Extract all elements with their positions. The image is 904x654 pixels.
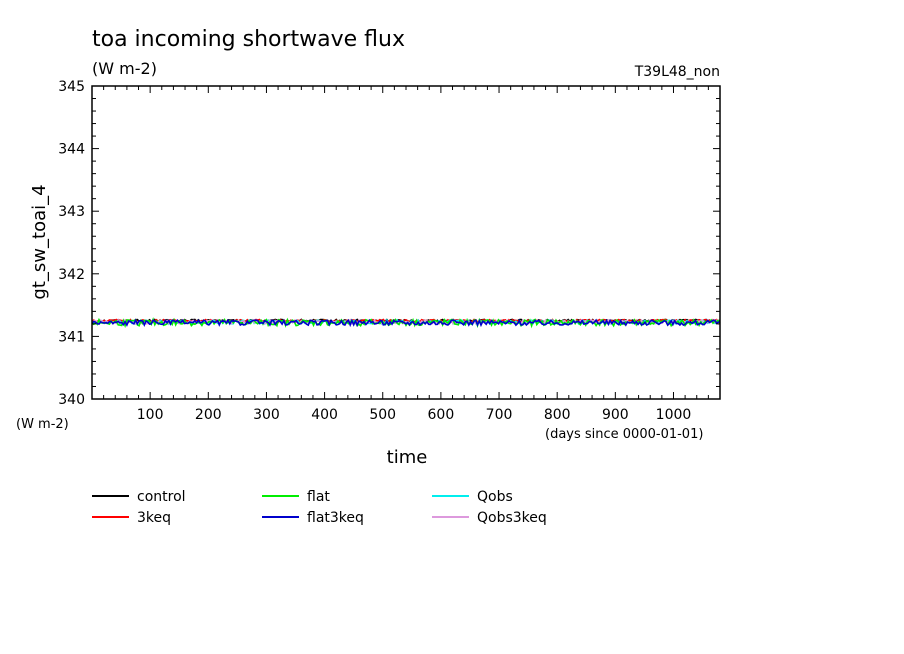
legend-item-flat3keq: flat3keq <box>262 510 364 526</box>
legend-item-control: control <box>92 489 186 505</box>
x-axis-units: (days since 0000-01-01) <box>545 427 703 442</box>
x-ticks: 100 200 300 400 500 600 700 800 900 1000 <box>103 86 709 423</box>
x-tick-label: 300 <box>253 407 280 423</box>
y-tick-label: 343 <box>58 204 85 220</box>
x-tick-label: 600 <box>428 407 455 423</box>
legend-label: Qobs3keq <box>477 510 547 526</box>
legend-label: flat3keq <box>307 510 364 526</box>
x-tick-label: 400 <box>311 407 338 423</box>
plot-area: 100 200 300 400 500 600 700 800 900 1000 34034134… <box>58 79 721 423</box>
y-tick-label: 341 <box>58 329 85 345</box>
series-layer <box>91 317 721 329</box>
y-axis-units: (W m-2) <box>16 417 69 432</box>
legend-item-qobs: Qobs <box>432 489 513 505</box>
x-tick-label: 100 <box>137 407 164 423</box>
run-label: T39L48_non <box>634 64 720 80</box>
legend-label: control <box>137 489 186 505</box>
x-tick-label: 800 <box>544 407 571 423</box>
y-tick-label: 344 <box>58 142 85 158</box>
series-line-flat3keq <box>91 318 721 328</box>
x-axis-label: time <box>387 447 428 468</box>
y-tick-label: 345 <box>58 79 85 95</box>
chart-title: toa incoming shortwave flux <box>92 27 405 52</box>
plot-frame <box>91 85 721 400</box>
x-tick-label: 200 <box>195 407 222 423</box>
legend-label: Qobs <box>477 489 513 505</box>
legend: control 3keq flat flat3keq Qobs Qobs3keq <box>92 489 547 526</box>
x-tick-label: 1000 <box>656 407 692 423</box>
legend-label: 3keq <box>137 510 171 526</box>
legend-label: flat <box>307 489 330 505</box>
y-ticks: 340 341 342 343 344 345 <box>58 79 720 408</box>
legend-item-qobs3keq: Qobs3keq <box>432 510 547 526</box>
legend-item-flat: flat <box>262 489 330 505</box>
x-tick-label: 700 <box>486 407 513 423</box>
x-tick-label: 900 <box>602 407 629 423</box>
legend-item-3keq: 3keq <box>92 510 171 526</box>
x-tick-label: 500 <box>369 407 396 423</box>
y-axis-label: gt_sw_toai_4 <box>29 184 50 299</box>
chart-title-units: (W m-2) <box>92 59 157 78</box>
y-tick-label: 342 <box>58 267 85 283</box>
y-tick-label: 340 <box>58 392 85 408</box>
